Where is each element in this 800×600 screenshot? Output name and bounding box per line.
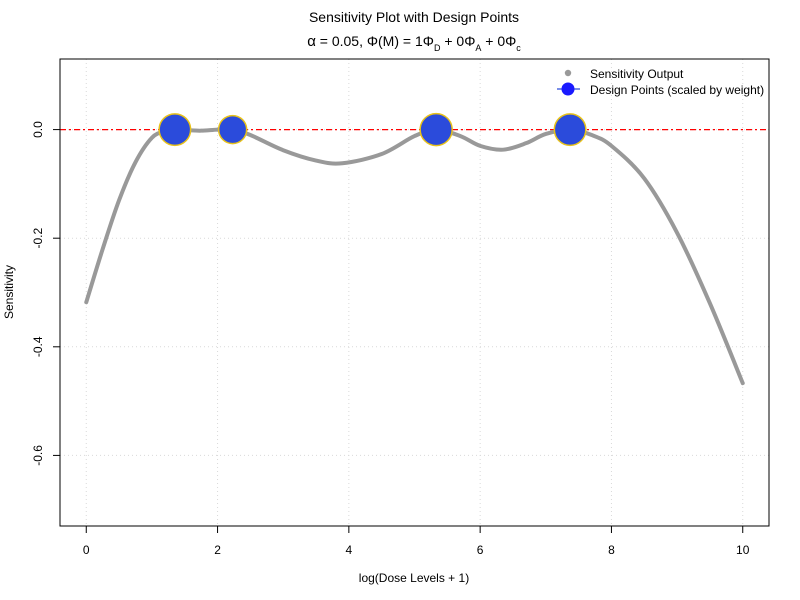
design-point-1 — [217, 114, 248, 145]
legend-label-sensitivity: Sensitivity Output — [590, 67, 684, 81]
y-tick-label-3: -0.6 — [31, 445, 45, 466]
design-point-2 — [419, 112, 453, 147]
chart-title: Sensitivity Plot with Design Points — [309, 9, 519, 25]
subtitle-sub-a: A — [475, 43, 481, 53]
subtitle-part4: + 0 — [481, 33, 505, 49]
chart-subtitle: α = 0.05, Φ(M) = 1ΦD + 0ΦA + 0Φc — [307, 33, 521, 53]
subtitle-phi: Φ — [367, 33, 378, 49]
x-tick-label-3: 6 — [477, 543, 484, 557]
legend: Sensitivity Output Design Points (scaled… — [557, 67, 764, 97]
subtitle-part1: = 0.05, — [316, 33, 367, 49]
design-points — [158, 112, 587, 147]
y-tick-label-2: -0.4 — [31, 336, 45, 357]
y-tick-label-1: -0.2 — [31, 228, 45, 249]
x-tick-label-2: 4 — [346, 543, 353, 557]
design-point-3 — [553, 113, 587, 147]
legend-marker-sensitivity — [564, 69, 572, 77]
subtitle-m: (M) — [378, 33, 399, 49]
y-axis-title: Sensitivity — [2, 265, 16, 319]
x-tick-label-0: 0 — [83, 543, 90, 557]
subtitle-part3: + 0 — [440, 33, 464, 49]
subtitle-part2: = 1 — [399, 33, 423, 49]
subtitle-phi-a: Φ — [464, 33, 475, 49]
legend-label-design: Design Points (scaled by weight) — [590, 83, 764, 97]
x-tick-label-4: 8 — [608, 543, 615, 557]
y-tick-label-0: 0.0 — [31, 121, 45, 138]
legend-marker-design — [561, 82, 575, 96]
design-point-0 — [158, 113, 192, 147]
subtitle-alpha: α — [307, 33, 316, 50]
x-axis-title: log(Dose Levels + 1) — [359, 571, 469, 585]
x-tick-label-1: 2 — [214, 543, 221, 557]
subtitle-phi-d: Φ — [423, 33, 434, 49]
subtitle-sub-d: D — [434, 43, 441, 53]
sensitivity-output-line — [84, 127, 745, 386]
subtitle-phi-c: Φ — [505, 33, 516, 49]
y-axis: 0.0 -0.2 -0.4 -0.6 — [31, 121, 61, 466]
subtitle-sub-c: c — [516, 43, 521, 53]
x-axis: 0 2 4 6 8 10 — [83, 525, 750, 557]
x-tick-label-5: 10 — [736, 543, 750, 557]
